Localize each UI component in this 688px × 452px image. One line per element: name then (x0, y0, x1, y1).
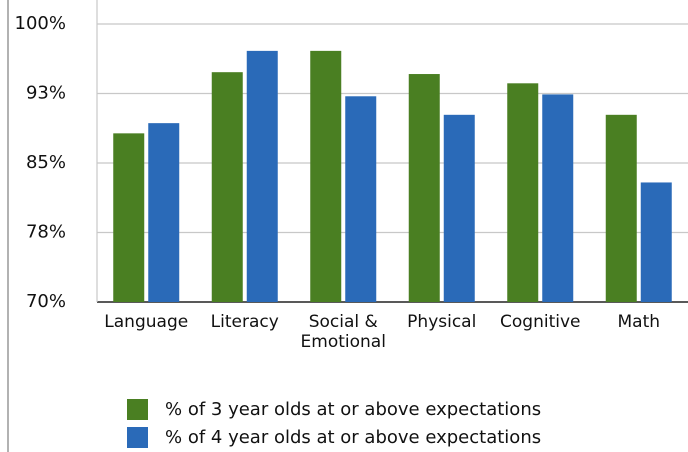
bar (640, 182, 672, 302)
bar (408, 74, 440, 302)
legend-label: % of 3 year olds at or above expectation… (165, 399, 541, 420)
y-tick-label: 100% (15, 13, 66, 34)
bar (443, 114, 475, 303)
x-tick-label: Physical (407, 312, 477, 332)
y-tick-label: 78% (26, 222, 66, 243)
bar (113, 133, 145, 302)
y-tick-label: 70% (26, 291, 66, 312)
y-tick-label: 85% (26, 152, 66, 173)
x-tick-label: Math (617, 312, 661, 332)
legend-swatch (127, 427, 148, 448)
legend-label: % of 4 year olds at or above expectation… (165, 427, 541, 448)
x-tick-label: Social & Emotional (300, 312, 386, 352)
x-tick-label: Literacy (210, 312, 279, 332)
x-tick-label: Language (104, 312, 189, 332)
bar (246, 50, 278, 302)
bar (310, 50, 342, 302)
bar (211, 72, 243, 302)
bar (148, 123, 180, 302)
bar (542, 94, 574, 302)
bar (605, 114, 637, 303)
x-tick-label: Cognitive (500, 312, 581, 332)
bar (507, 83, 539, 302)
y-tick-label: 93% (26, 83, 66, 104)
bar (345, 96, 377, 302)
legend-swatch (127, 399, 148, 420)
